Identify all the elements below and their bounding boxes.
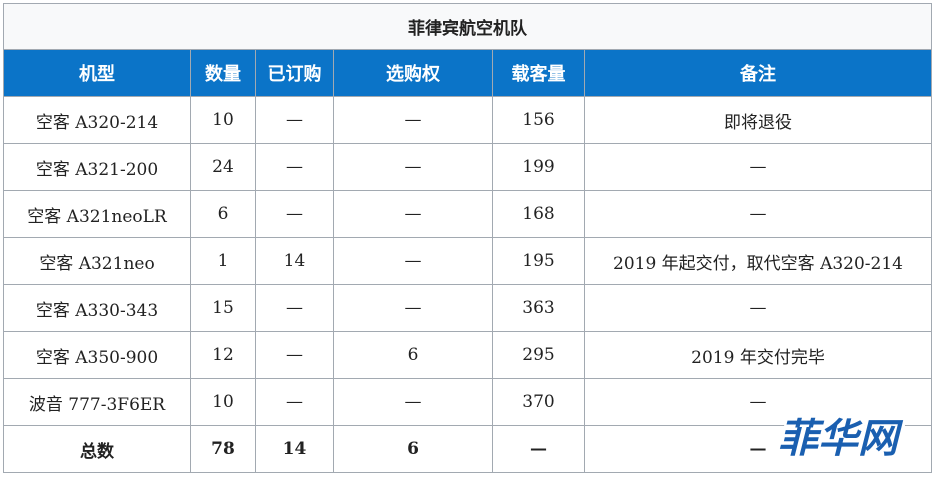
table-row: 波音 777-3F6ER 10 — — 370 — bbox=[3, 378, 932, 426]
cell-options: — bbox=[333, 143, 493, 191]
column-header-options: 选购权 bbox=[333, 49, 493, 97]
cell-ordered: — bbox=[255, 378, 334, 426]
cell-count: 15 bbox=[190, 284, 256, 332]
column-header-count: 数量 bbox=[190, 49, 256, 97]
cell-ordered: 14 bbox=[255, 237, 334, 285]
cell-count: 10 bbox=[190, 96, 256, 144]
table-caption: 菲律宾航空机队 bbox=[3, 3, 932, 50]
total-row: 总数 78 14 6 — — bbox=[3, 425, 932, 473]
cell-capacity: 156 bbox=[492, 96, 585, 144]
cell-notes: — bbox=[584, 284, 932, 332]
column-header-notes: 备注 bbox=[584, 49, 932, 97]
cell-options: — bbox=[333, 237, 493, 285]
cell-model: 空客 A330-343 bbox=[3, 284, 191, 332]
cell-notes: — bbox=[584, 378, 932, 426]
column-header-model: 机型 bbox=[3, 49, 191, 97]
cell-options: — bbox=[333, 284, 493, 332]
cell-model: 波音 777-3F6ER bbox=[3, 378, 191, 426]
cell-count: 12 bbox=[190, 331, 256, 379]
cell-capacity: 295 bbox=[492, 331, 585, 379]
cell-notes: — bbox=[584, 143, 932, 191]
table-row: 空客 A321-200 24 — — 199 — bbox=[3, 143, 932, 191]
watermark-logo: 菲华网 bbox=[775, 413, 907, 465]
total-label: 总数 bbox=[3, 425, 191, 473]
cell-options: — bbox=[333, 378, 493, 426]
table-row: 空客 A321neo 1 14 — 195 2019 年起交付，取代空客 A32… bbox=[3, 237, 932, 285]
cell-ordered: — bbox=[255, 284, 334, 332]
fleet-table: 菲律宾航空机队 机型 数量 已订购 选购权 载客量 备注 空客 A320-214… bbox=[3, 3, 932, 473]
total-options: 6 bbox=[333, 425, 493, 473]
cell-options: — bbox=[333, 96, 493, 144]
total-count: 78 bbox=[190, 425, 256, 473]
cell-notes: 2019 年交付完毕 bbox=[584, 331, 932, 379]
cell-model: 空客 A321neo bbox=[3, 237, 191, 285]
cell-count: 1 bbox=[190, 237, 256, 285]
table-row: 空客 A330-343 15 — — 363 — bbox=[3, 284, 932, 332]
cell-model: 空客 A321neoLR bbox=[3, 190, 191, 238]
cell-capacity: 370 bbox=[492, 378, 585, 426]
caption-row: 菲律宾航空机队 bbox=[3, 3, 932, 50]
cell-model: 空客 A350-900 bbox=[3, 331, 191, 379]
cell-ordered: — bbox=[255, 143, 334, 191]
cell-options: 6 bbox=[333, 331, 493, 379]
cell-notes: 2019 年起交付，取代空客 A320-214 bbox=[584, 237, 932, 285]
cell-model: 空客 A320-214 bbox=[3, 96, 191, 144]
cell-capacity: 363 bbox=[492, 284, 585, 332]
cell-ordered: — bbox=[255, 331, 334, 379]
cell-count: 24 bbox=[190, 143, 256, 191]
cell-model: 空客 A321-200 bbox=[3, 143, 191, 191]
cell-count: 6 bbox=[190, 190, 256, 238]
cell-notes: 即将退役 bbox=[584, 96, 932, 144]
cell-capacity: 168 bbox=[492, 190, 585, 238]
table-row: 空客 A321neoLR 6 — — 168 — bbox=[3, 190, 932, 238]
header-row: 机型 数量 已订购 选购权 载客量 备注 bbox=[3, 49, 932, 97]
table-row: 空客 A320-214 10 — — 156 即将退役 bbox=[3, 96, 932, 144]
cell-capacity: 199 bbox=[492, 143, 585, 191]
total-capacity: — bbox=[492, 425, 585, 473]
column-header-ordered: 已订购 bbox=[255, 49, 334, 97]
total-notes: — bbox=[584, 425, 932, 473]
table-row: 空客 A350-900 12 — 6 295 2019 年交付完毕 bbox=[3, 331, 932, 379]
cell-capacity: 195 bbox=[492, 237, 585, 285]
total-ordered: 14 bbox=[255, 425, 334, 473]
cell-options: — bbox=[333, 190, 493, 238]
cell-ordered: — bbox=[255, 190, 334, 238]
cell-notes: — bbox=[584, 190, 932, 238]
column-header-capacity: 载客量 bbox=[492, 49, 585, 97]
watermark-text: 菲华网 bbox=[778, 416, 904, 462]
cell-count: 10 bbox=[190, 378, 256, 426]
cell-ordered: — bbox=[255, 96, 334, 144]
